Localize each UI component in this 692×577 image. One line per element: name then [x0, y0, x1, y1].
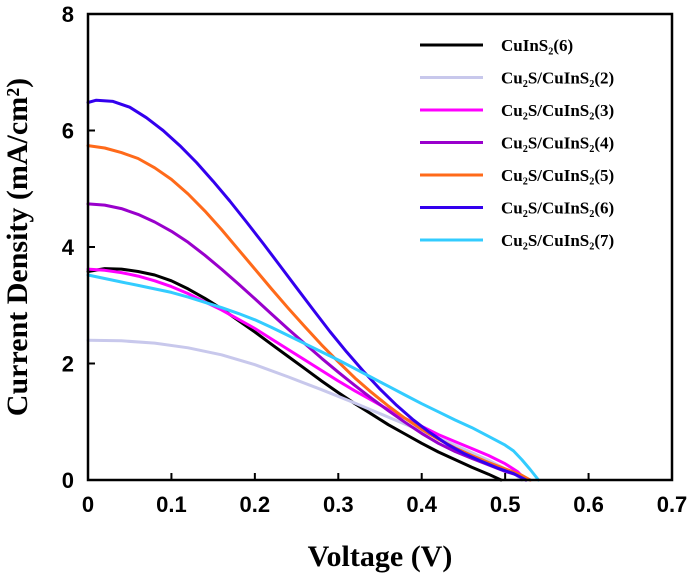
x-tick-label: 0	[82, 492, 94, 517]
y-tick-label: 8	[62, 2, 74, 27]
y-tick-label: 4	[62, 235, 75, 260]
series-line-7	[86, 273, 540, 482]
x-tick-label: 0.3	[323, 492, 354, 517]
y-tick-label: 0	[62, 468, 74, 493]
x-tick-label: 0.7	[657, 492, 688, 517]
series-line-3	[86, 267, 528, 482]
x-axis-title: Voltage (V)	[308, 540, 453, 573]
x-tick-label: 0.6	[573, 492, 604, 517]
legend-label: Cu₂S/CuInS₂(4)	[501, 134, 614, 153]
series-line-4	[86, 202, 532, 482]
series-line-1	[86, 267, 503, 482]
legend-label: Cu₂S/CuInS₂(7)	[501, 231, 614, 250]
series-line-6	[86, 98, 528, 482]
series-line-2	[86, 338, 524, 482]
x-tick-label: 0.5	[490, 492, 521, 517]
legend: CuInS₂(6) Cu₂S/CuInS₂(2) Cu₂S/CuInS₂(3) Cu₂…	[420, 36, 614, 250]
y-tick-label: 2	[62, 352, 74, 377]
y-tick-label: 6	[62, 119, 74, 144]
x-tick-label: 0.1	[156, 492, 187, 517]
series-line-5	[86, 144, 532, 482]
legend-label: Cu₂S/CuInS₂(5)	[501, 166, 614, 185]
x-tick-label: 0.2	[240, 492, 271, 517]
x-tick-label: 0.4	[406, 492, 437, 517]
y-axis-title: Current Density (mA/cm²)	[1, 78, 34, 416]
legend-label: Cu₂S/CuInS₂(3)	[501, 101, 614, 120]
legend-label: Cu₂S/CuInS₂(2)	[501, 69, 614, 88]
legend-label: CuInS₂(6)	[501, 36, 573, 55]
legend-label: Cu₂S/CuInS₂(6)	[501, 199, 614, 218]
